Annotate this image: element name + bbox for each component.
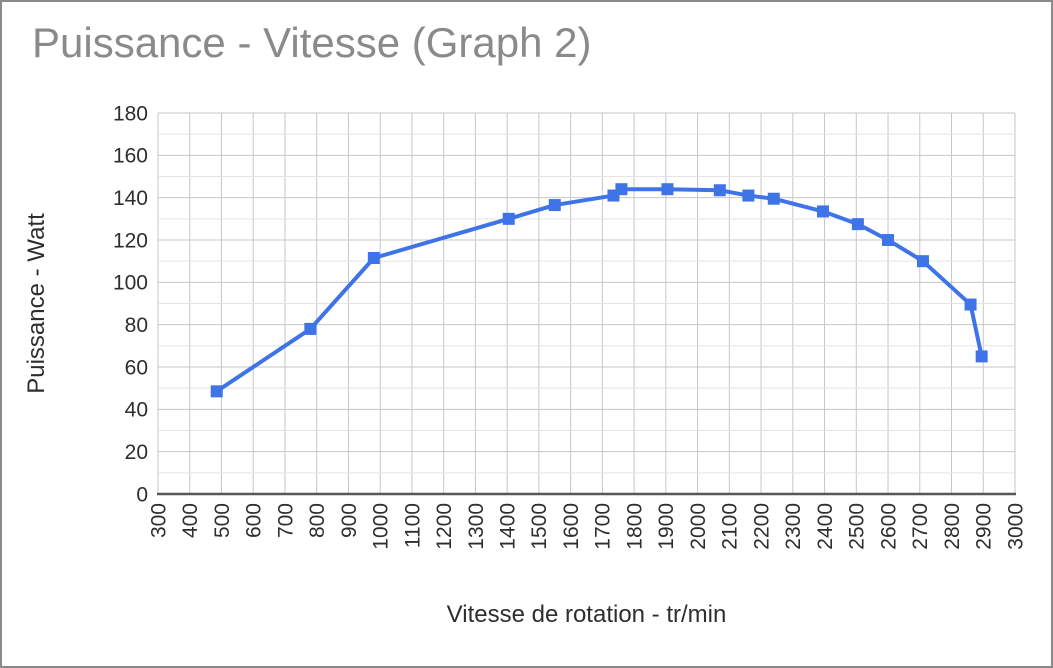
y-tick-label: 40 bbox=[125, 399, 148, 422]
x-tick-label: 2500 bbox=[846, 503, 869, 550]
y-tick-label: 160 bbox=[113, 145, 148, 168]
x-tick-label: 2400 bbox=[814, 503, 837, 550]
x-tick-label: 1000 bbox=[370, 503, 393, 550]
x-tick-label: 2100 bbox=[719, 503, 742, 550]
y-tick-label: 20 bbox=[125, 441, 148, 464]
x-tick-label: 800 bbox=[306, 503, 329, 538]
y-tick-label: 60 bbox=[125, 356, 148, 379]
data-point-marker bbox=[661, 183, 674, 196]
x-tick-label: 900 bbox=[338, 503, 361, 538]
y-tick-label: 0 bbox=[136, 483, 148, 506]
x-tick-label: 700 bbox=[274, 503, 297, 538]
y-tick-label: 100 bbox=[113, 272, 148, 295]
x-tick-label: 300 bbox=[147, 503, 170, 538]
x-tick-label: 1900 bbox=[655, 503, 678, 550]
x-tick-label: 1600 bbox=[560, 503, 583, 550]
data-point-marker bbox=[851, 218, 864, 231]
x-tick-label: 600 bbox=[243, 503, 266, 538]
x-tick-label: 2300 bbox=[782, 503, 805, 550]
x-tick-label: 2200 bbox=[750, 503, 773, 550]
y-axis-title: Puissance - Watt bbox=[23, 213, 50, 394]
x-axis-title: Vitesse de rotation - tr/min bbox=[447, 601, 727, 628]
x-tick-label: 1500 bbox=[528, 503, 551, 550]
x-tick-label: 2600 bbox=[877, 503, 900, 550]
data-point-marker bbox=[304, 322, 317, 335]
data-point-marker bbox=[367, 251, 380, 264]
chart-title: Puissance - Vitesse (Graph 2) bbox=[32, 19, 592, 66]
y-tick-label: 120 bbox=[113, 229, 148, 252]
x-tick-label: 3000 bbox=[1004, 503, 1027, 550]
data-point-marker bbox=[767, 192, 780, 205]
data-point-marker bbox=[742, 189, 755, 202]
x-tick-label: 1200 bbox=[433, 503, 456, 550]
data-point-marker bbox=[964, 298, 977, 311]
x-tick-label: 400 bbox=[179, 503, 202, 538]
data-point-marker bbox=[916, 255, 929, 268]
data-point-marker bbox=[882, 234, 895, 246]
series-line bbox=[214, 187, 984, 394]
x-tick-label: 1400 bbox=[496, 503, 519, 550]
data-point-marker bbox=[816, 205, 829, 218]
y-tick-label: 180 bbox=[113, 102, 148, 125]
y-tick-label: 80 bbox=[125, 314, 148, 337]
x-tick-label: 1100 bbox=[401, 503, 424, 548]
x-tick-label: 2000 bbox=[687, 503, 710, 550]
data-point-marker bbox=[548, 199, 561, 212]
x-tick-label: 2700 bbox=[909, 503, 932, 550]
x-tick-label: 1700 bbox=[592, 503, 615, 550]
x-tick-label: 1800 bbox=[623, 503, 646, 550]
y-tick-label: 140 bbox=[113, 187, 148, 210]
data-point-marker bbox=[502, 212, 515, 225]
x-tick-label: 2900 bbox=[973, 503, 996, 550]
x-tick-label: 2800 bbox=[941, 503, 964, 550]
data-point-marker bbox=[713, 184, 726, 197]
data-point-marker bbox=[615, 183, 628, 196]
data-point-marker bbox=[210, 385, 223, 398]
data-point-marker bbox=[975, 350, 988, 363]
x-tick-label: 1300 bbox=[465, 503, 488, 550]
x-tick-label: 500 bbox=[211, 503, 234, 538]
